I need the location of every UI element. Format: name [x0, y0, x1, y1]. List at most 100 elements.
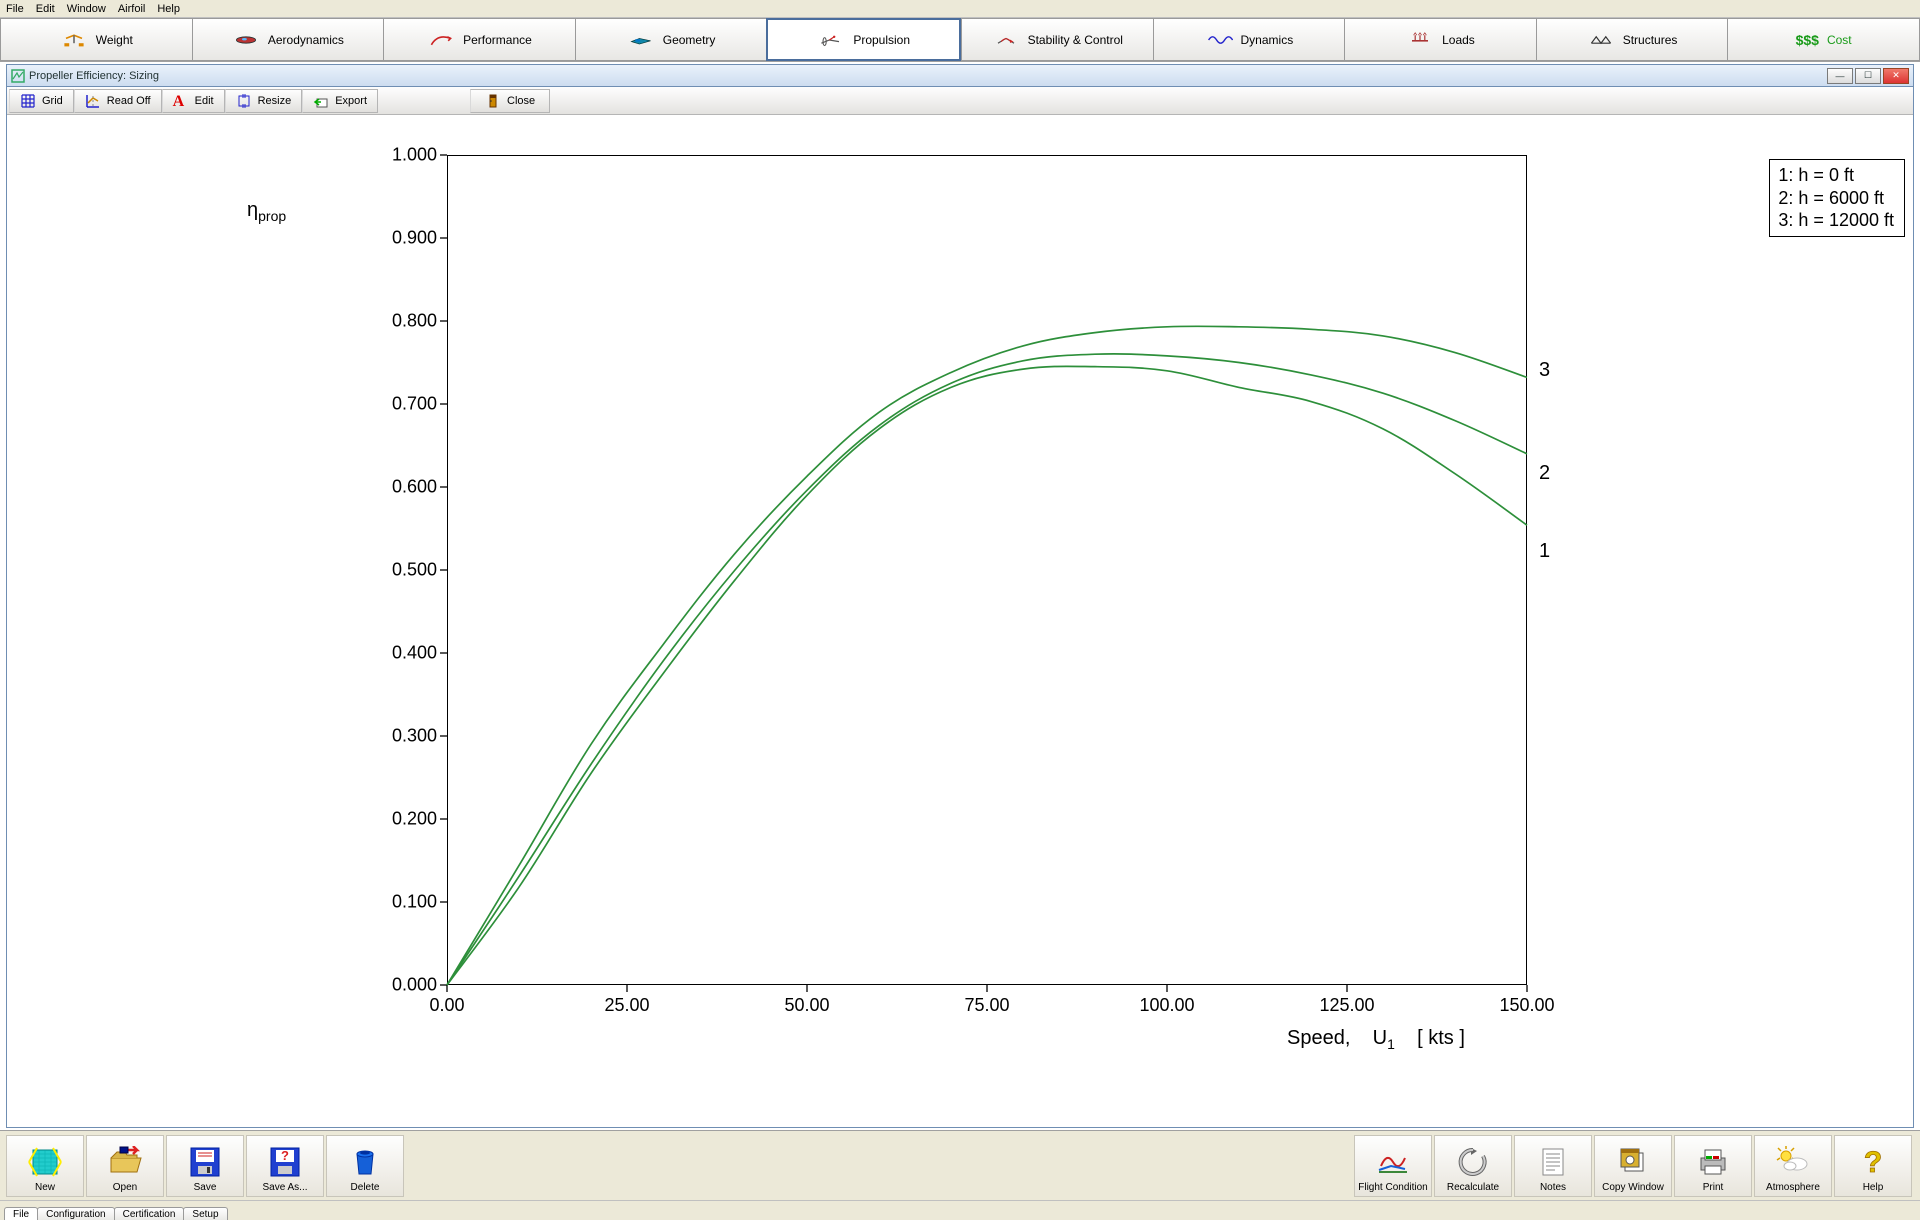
ribbon-tab-label: Geometry: [663, 33, 716, 47]
menu-edit[interactable]: Edit: [36, 3, 55, 15]
y-tick-label: 0.100: [357, 892, 437, 913]
bottom-label: Atmosphere: [1766, 1182, 1820, 1193]
resize-button[interactable]: Resize: [225, 89, 303, 113]
ribbon-tab-weight[interactable]: Weight: [0, 18, 192, 61]
delete-bottom-button[interactable]: Delete: [326, 1135, 404, 1197]
legend-line: 2: h = 6000 ft: [1778, 187, 1894, 210]
bottom-label: Flight Condition: [1358, 1182, 1427, 1193]
toolbar-label: Edit: [195, 95, 214, 107]
menu-airfoil[interactable]: Airfoil: [118, 3, 146, 15]
ribbon-tab-structures[interactable]: Structures: [1536, 18, 1728, 61]
ribbon: Weight AerodynamicsPerformance Geometry Pro…: [0, 18, 1920, 62]
minimize-button[interactable]: —: [1827, 68, 1853, 84]
delete-icon: [347, 1146, 383, 1178]
bottom-label: Notes: [1540, 1182, 1566, 1193]
bottom-toolbar: New Open Save ?Save As... Delete Flight Condi…: [0, 1130, 1920, 1200]
plot-box: [447, 155, 1527, 985]
bottom-label: Help: [1863, 1182, 1884, 1193]
status-tab-certification[interactable]: Certification: [114, 1207, 185, 1220]
menubar: File Edit Window Airfoil Help: [0, 0, 1920, 18]
copywin-bottom-button[interactable]: Copy Window: [1594, 1135, 1672, 1197]
close-icon: [485, 93, 501, 109]
perf-icon: [427, 32, 455, 48]
fc-icon: [1375, 1146, 1411, 1178]
x-tick-label: 0.00: [429, 995, 464, 1016]
readoff-icon: [85, 93, 101, 109]
new-bottom-button[interactable]: New: [6, 1135, 84, 1197]
toolbar-label: Resize: [258, 95, 292, 107]
x-tick-label: 50.00: [784, 995, 829, 1016]
y-tick-label: 0.600: [357, 477, 437, 498]
print-bottom-button[interactable]: Print: [1674, 1135, 1752, 1197]
menu-help[interactable]: Help: [157, 3, 180, 15]
y-tick-label: 1.000: [357, 145, 437, 166]
readoff-button[interactable]: Read Off: [74, 89, 162, 113]
bottom-label: Save: [194, 1182, 217, 1193]
bottom-label: Open: [113, 1182, 137, 1193]
open-icon: [107, 1146, 143, 1178]
new-icon: [27, 1146, 63, 1178]
bottom-label: Copy Window: [1602, 1182, 1664, 1193]
ribbon-tab-cost[interactable]: $$$Cost: [1727, 18, 1920, 61]
menu-window[interactable]: Window: [67, 3, 106, 15]
legend-line: 3: h = 12000 ft: [1778, 209, 1894, 232]
child-window: Propeller Efficiency: Sizing — ☐ ✕ Grid R…: [6, 64, 1914, 1128]
edit-button[interactable]: A Edit: [162, 89, 225, 113]
toolbar-label: Read Off: [107, 95, 151, 107]
notes-bottom-button[interactable]: Notes: [1514, 1135, 1592, 1197]
x-tick-label: 100.00: [1139, 995, 1194, 1016]
open-bottom-button[interactable]: Open: [86, 1135, 164, 1197]
toolbar-label: Close: [507, 95, 535, 107]
chart-area: 0.0025.0050.0075.00100.00125.00150.000.0…: [7, 115, 1913, 1127]
save-icon: [187, 1146, 223, 1178]
bottom-label: Recalculate: [1447, 1182, 1499, 1193]
save-bottom-button[interactable]: Save: [166, 1135, 244, 1197]
ribbon-tab-aerodynamics[interactable]: Aerodynamics: [192, 18, 384, 61]
copywin-icon: [1615, 1146, 1651, 1178]
geom-icon: [627, 32, 655, 48]
toolbar-label: Grid: [42, 95, 63, 107]
ribbon-tab-geometry[interactable]: Geometry: [575, 18, 767, 61]
titlebar: Propeller Efficiency: Sizing — ☐ ✕: [7, 65, 1913, 87]
struct-icon: [1587, 32, 1615, 48]
stab-icon: [992, 32, 1020, 48]
svg-text:?: ?: [281, 1148, 289, 1163]
window-icon: [11, 69, 25, 83]
recalc-bottom-button[interactable]: Recalculate: [1434, 1135, 1512, 1197]
status-tab-file[interactable]: File: [4, 1207, 38, 1220]
status-tab-setup[interactable]: Setup: [183, 1207, 227, 1220]
ribbon-tab-stability-control[interactable]: Stability & Control: [961, 18, 1153, 61]
menu-file[interactable]: File: [6, 3, 24, 15]
atmos-icon: [1775, 1146, 1811, 1178]
help-icon: ?: [1855, 1146, 1891, 1178]
ribbon-tab-label: Weight: [96, 33, 133, 47]
workspace: Propeller Efficiency: Sizing — ☐ ✕ Grid R…: [0, 62, 1920, 1130]
help-bottom-button[interactable]: ? Help: [1834, 1135, 1912, 1197]
fc-bottom-button[interactable]: Flight Condition: [1354, 1135, 1432, 1197]
close-chart-button[interactable]: Close: [470, 89, 550, 113]
close-window-button[interactable]: ✕: [1883, 68, 1909, 84]
y-axis-label: ηprop: [247, 199, 286, 224]
status-tabstrip: FileConfigurationCertificationSetup: [0, 1200, 1920, 1220]
bottom-label: New: [35, 1182, 55, 1193]
series-end-label: 3: [1539, 359, 1550, 382]
x-tick-label: 25.00: [604, 995, 649, 1016]
export-button[interactable]: Export: [302, 89, 378, 113]
status-tab-configuration[interactable]: Configuration: [37, 1207, 114, 1220]
saveas-icon: ?: [267, 1146, 303, 1178]
saveas-bottom-button[interactable]: ?Save As...: [246, 1135, 324, 1197]
atmos-bottom-button[interactable]: Atmosphere: [1754, 1135, 1832, 1197]
maximize-button[interactable]: ☐: [1855, 68, 1881, 84]
bottom-label: Delete: [351, 1182, 380, 1193]
ribbon-tab-performance[interactable]: Performance: [383, 18, 575, 61]
y-tick-label: 0.000: [357, 975, 437, 996]
aero-icon: [232, 32, 260, 48]
notes-icon: [1535, 1146, 1571, 1178]
ribbon-tab-dynamics[interactable]: Dynamics: [1153, 18, 1345, 61]
toolbar-label: Export: [335, 95, 367, 107]
ribbon-tab-loads[interactable]: Loads: [1344, 18, 1536, 61]
edit-icon: A: [173, 93, 189, 109]
ribbon-tab-propulsion[interactable]: Propulsion: [766, 18, 961, 61]
series-end-label: 1: [1539, 540, 1550, 563]
grid-button[interactable]: Grid: [9, 89, 74, 113]
